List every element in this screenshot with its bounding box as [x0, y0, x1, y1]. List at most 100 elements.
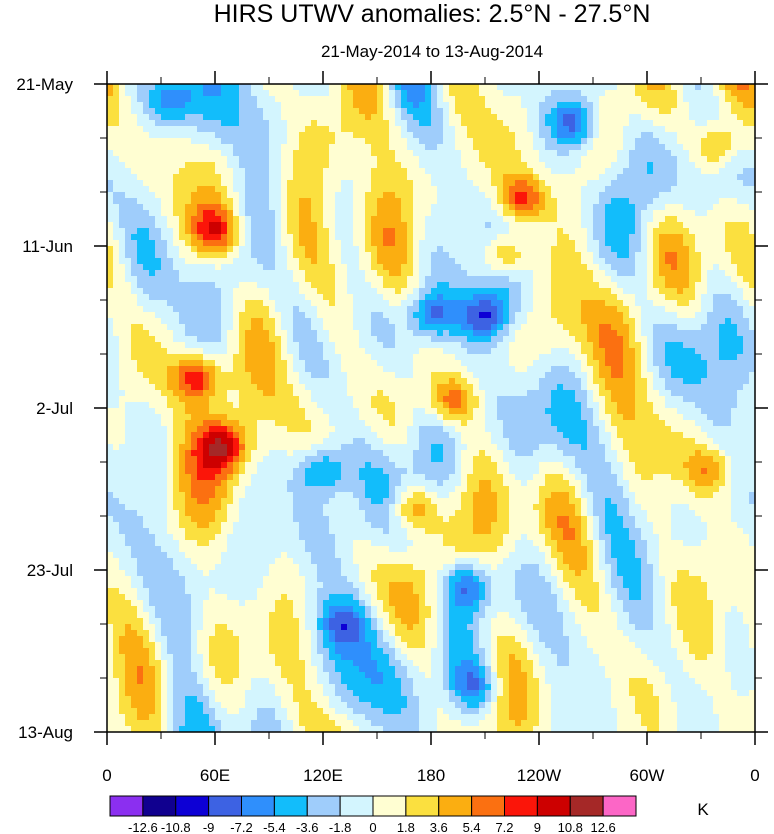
heatmap-cell — [641, 276, 648, 283]
heatmap-cell — [515, 216, 522, 223]
heatmap-cell — [599, 294, 606, 301]
heatmap-cell — [329, 120, 336, 127]
heatmap-cell — [659, 348, 666, 355]
heatmap-cell — [131, 156, 138, 163]
heatmap-cell — [131, 210, 138, 217]
heatmap-cell — [179, 150, 186, 157]
heatmap-cell — [137, 102, 144, 109]
heatmap-cell — [305, 90, 312, 97]
heatmap-cell — [215, 150, 222, 157]
heatmap-cell — [245, 114, 252, 121]
heatmap-cell — [203, 138, 210, 145]
heatmap-cell — [371, 354, 378, 361]
heatmap-cell — [551, 174, 558, 181]
heatmap-cell — [485, 324, 492, 331]
heatmap-cell — [239, 318, 246, 325]
heatmap-cell — [593, 108, 600, 115]
heatmap-cell — [443, 192, 450, 199]
heatmap-cell — [179, 348, 186, 355]
heatmap-cell — [575, 222, 582, 229]
heatmap-cell — [107, 144, 114, 151]
heatmap-cell — [389, 342, 396, 349]
heatmap-cell — [143, 348, 150, 355]
heatmap-cell — [275, 114, 282, 121]
heatmap-cell — [323, 102, 330, 109]
heatmap-cell — [701, 132, 708, 139]
heatmap-cell — [119, 318, 126, 325]
heatmap-cell — [743, 234, 750, 241]
heatmap-cell — [257, 240, 264, 247]
heatmap-cell — [587, 120, 594, 127]
heatmap-cell — [365, 228, 372, 235]
heatmap-cell — [707, 264, 714, 271]
heatmap-cell — [371, 138, 378, 145]
heatmap-cell — [611, 156, 618, 163]
heatmap-cell — [611, 198, 618, 205]
heatmap-cell — [323, 84, 330, 91]
heatmap-cell — [293, 132, 300, 139]
heatmap-cell — [503, 144, 510, 151]
heatmap-cell — [389, 240, 396, 247]
heatmap-cell — [737, 192, 744, 199]
heatmap-cell — [377, 246, 384, 253]
heatmap-cell — [473, 336, 480, 343]
heatmap-cell — [581, 186, 588, 193]
heatmap-cell — [395, 342, 402, 349]
heatmap-cell — [485, 180, 492, 187]
heatmap-cell — [521, 324, 528, 331]
heatmap-cell — [263, 180, 270, 187]
heatmap-cell — [407, 336, 414, 343]
heatmap-cell — [497, 186, 504, 193]
heatmap-cell — [335, 132, 342, 139]
heatmap-cell — [413, 312, 420, 319]
heatmap-cell — [473, 150, 480, 157]
heatmap-cell — [293, 108, 300, 115]
heatmap-cell — [257, 132, 264, 139]
heatmap-cell — [545, 84, 552, 91]
heatmap-cell — [359, 102, 366, 109]
heatmap-cell — [395, 270, 402, 277]
heatmap-cell — [215, 282, 222, 289]
heatmap-cell — [719, 90, 726, 97]
heatmap-cell — [437, 306, 444, 313]
heatmap-cell — [647, 90, 654, 97]
heatmap-cell — [173, 114, 180, 121]
heatmap-cell — [701, 276, 708, 283]
heatmap-cell — [545, 288, 552, 295]
heatmap-cell — [491, 324, 498, 331]
heatmap-cell — [485, 228, 492, 235]
heatmap-cell — [737, 210, 744, 217]
heatmap-cell — [407, 324, 414, 331]
heatmap-cell — [179, 216, 186, 223]
heatmap-cell — [197, 354, 204, 361]
heatmap-cell — [497, 132, 504, 139]
heatmap-cell — [185, 168, 192, 175]
heatmap-cell — [677, 162, 684, 169]
heatmap-cell — [407, 174, 414, 181]
heatmap-cell — [665, 138, 672, 145]
heatmap-cell — [533, 234, 540, 241]
heatmap-cell — [629, 276, 636, 283]
heatmap-cell — [713, 234, 720, 241]
heatmap-cell — [689, 120, 696, 127]
heatmap-cell — [419, 156, 426, 163]
heatmap-cell — [641, 336, 648, 343]
heatmap-cell — [287, 108, 294, 115]
heatmap-cell — [281, 84, 288, 91]
heatmap-cell — [683, 252, 690, 259]
heatmap-cell — [419, 240, 426, 247]
heatmap-cell — [155, 240, 162, 247]
heatmap-cell — [701, 192, 708, 199]
heatmap-cell — [659, 84, 666, 91]
heatmap-cell — [647, 318, 654, 325]
heatmap-cell — [473, 186, 480, 193]
heatmap-cell — [473, 192, 480, 199]
heatmap-cell — [749, 312, 756, 319]
heatmap-cell — [353, 126, 360, 133]
heatmap-cell — [731, 222, 738, 229]
heatmap-cell — [635, 336, 642, 343]
heatmap-cell — [329, 354, 336, 361]
heatmap-cell — [407, 162, 414, 169]
heatmap-cell — [335, 168, 342, 175]
heatmap-cell — [113, 210, 120, 217]
